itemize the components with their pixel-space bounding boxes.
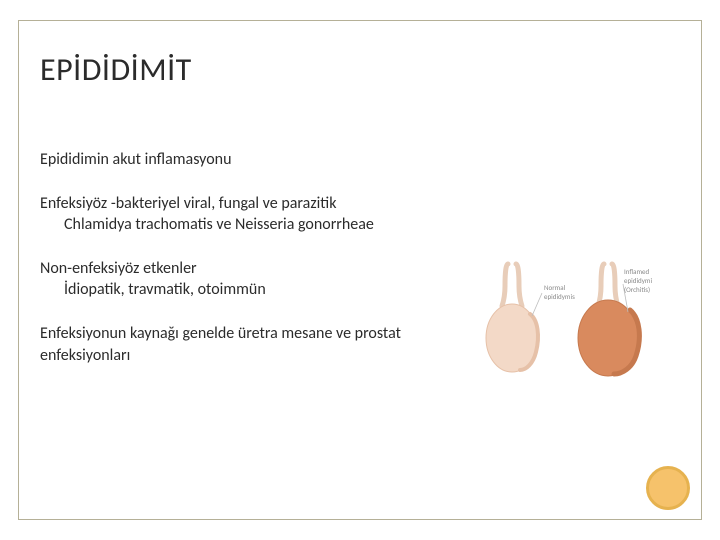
frame-border-left	[18, 20, 19, 520]
anatomy-illustration: Normal epididymis Inflamed epididymis (O…	[472, 260, 652, 390]
slide-body: Epididimin akut inflamasyonu Enfeksiyöz …	[40, 149, 470, 366]
illustration-label: epididymis	[544, 292, 575, 301]
anatomy-svg: Normal epididymis Inflamed epididymis (O…	[472, 260, 652, 390]
slide-content: EPİDİDİMİT Epididimin akut inflamasyonu …	[40, 50, 680, 500]
frame-border-top	[18, 20, 702, 21]
frame-border-bottom	[18, 519, 702, 520]
illustration-label: Normal	[544, 283, 566, 292]
paragraph-2: Enfeksiyöz -bakteriyel viral, fungal ve …	[40, 193, 470, 236]
text-line: Enfeksiyonun kaynağı genelde üretra mesa…	[40, 323, 470, 366]
paragraph-4: Enfeksiyonun kaynağı genelde üretra mesa…	[40, 323, 470, 366]
illustration-label: Inflamed	[624, 267, 650, 276]
paragraph-3: Non-enfeksiyöz etkenler İdiopatik, travm…	[40, 258, 470, 301]
text-line: Enfeksiyöz -bakteriyel viral, fungal ve …	[40, 193, 470, 215]
illustration-label: (Orchitis)	[624, 285, 650, 294]
paragraph-1: Epididimin akut inflamasyonu	[40, 149, 470, 171]
text-line: Non-enfeksiyöz etkenler	[40, 258, 470, 280]
accent-circle-icon	[646, 466, 690, 510]
frame-border-right	[701, 20, 702, 520]
text-line-indent: Chlamidya trachomatis ve Neisseria gonor…	[40, 214, 470, 236]
slide-title: EPİDİDİMİT	[40, 50, 680, 89]
text-line-indent: İdiopatik, travmatik, otoimmün	[40, 279, 470, 301]
illustration-label: epididymis	[624, 276, 652, 285]
text-line: Epididimin akut inflamasyonu	[40, 149, 470, 171]
